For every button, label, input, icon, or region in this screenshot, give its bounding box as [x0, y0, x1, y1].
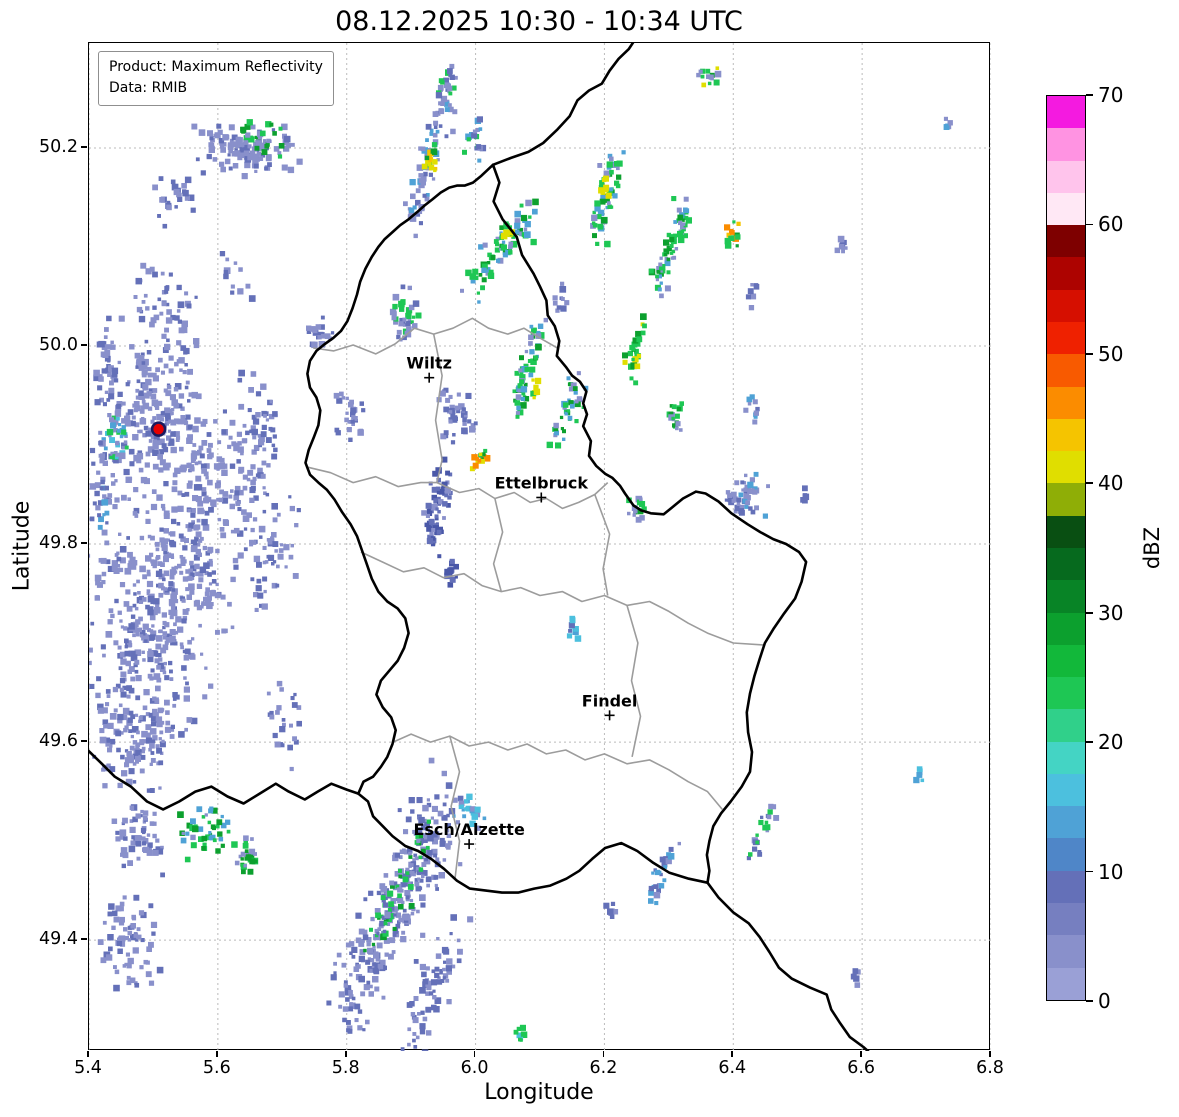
y-tick-mark [81, 938, 87, 940]
x-tick-label: 6.4 [718, 1058, 747, 1078]
city-label: Findel [582, 691, 638, 710]
colorbar-segment [1047, 967, 1085, 1000]
colorbar-tick-label: 30 [1098, 600, 1124, 625]
city-marker: Findel [582, 691, 638, 721]
city-label: Wiltz [406, 354, 452, 373]
x-axis-label: Longitude [484, 1080, 594, 1105]
colorbar-segment [1047, 773, 1085, 807]
colorbar-segment [1047, 547, 1085, 581]
x-tick-mark [87, 1051, 89, 1057]
colorbar-segment [1047, 580, 1085, 613]
city-layer: Wiltz Ettelbruck Findel Esch/Alzette [406, 354, 638, 850]
colorbar-segment [1047, 838, 1085, 871]
x-tick-mark [602, 1051, 605, 1057]
colorbar-segment [1047, 225, 1085, 258]
x-tick-label: 5.6 [202, 1058, 231, 1078]
colorbar-tick-label: 50 [1098, 341, 1124, 366]
colorbar-segment [1047, 515, 1085, 548]
product-info-line: Product: Maximum Reflectivity [109, 59, 323, 75]
colorbar-tick-mark [1086, 94, 1093, 96]
colorbar-tick-mark [1086, 223, 1093, 226]
colorbar-segment [1047, 677, 1085, 710]
y-tick-mark [81, 344, 87, 346]
colorbar-tick-mark [1086, 741, 1093, 743]
x-tick-label: 6.0 [460, 1058, 489, 1078]
y-tick-mark [81, 542, 87, 544]
x-tick-label: 5.4 [74, 1058, 102, 1078]
city-marker: Ettelbruck [495, 473, 589, 503]
grid-layer [89, 43, 991, 1051]
district-border-layer [305, 317, 765, 879]
colorbar-segment [1047, 289, 1085, 322]
colorbar-tick-label: 20 [1098, 730, 1124, 755]
x-tick-mark [344, 1051, 347, 1057]
colorbar-segment [1047, 612, 1085, 645]
plot-title: 08.12.2025 10:30 - 10:34 UTC [335, 6, 743, 37]
y-tick-label: 49.8 [39, 533, 78, 554]
radar-site-marker [150, 421, 167, 437]
data-source-line: Data: RMIB [109, 80, 188, 96]
colorbar-segment [1047, 935, 1085, 968]
colorbar-segment [1047, 741, 1085, 774]
colorbar-tick-mark [1086, 870, 1093, 873]
city-label: Esch/Alzette [413, 820, 524, 839]
radar-echo-layer [89, 63, 953, 1051]
colorbar-segment [1047, 128, 1085, 161]
colorbar-segment [1047, 483, 1085, 516]
colorbar-tick-label: 70 [1098, 83, 1124, 107]
colorbar-segment [1047, 257, 1085, 290]
y-tick-mark [81, 146, 87, 148]
map-plot-area: Wiltz Ettelbruck Findel Esch/Alzette Produc… [88, 42, 991, 1051]
x-tick-label: 6.2 [589, 1058, 618, 1078]
colorbar-segment [1047, 418, 1085, 452]
x-tick-label: 6.8 [976, 1058, 1004, 1078]
y-tick-label: 49.4 [39, 929, 78, 950]
colorbar-segment [1047, 96, 1085, 129]
colorbar-segment [1047, 192, 1085, 226]
city-marker: Wiltz [406, 354, 452, 383]
y-tick-label: 50.0 [39, 334, 78, 355]
colorbar-tick-mark [1086, 611, 1093, 614]
y-tick-label: 50.2 [39, 136, 78, 157]
y-tick-label: 49.6 [39, 731, 78, 752]
x-tick-label: 6.6 [847, 1058, 876, 1078]
colorbar-segment [1047, 644, 1085, 678]
colorbar-segment [1047, 386, 1085, 419]
colorbar-label: dBZ [1140, 526, 1164, 570]
colorbar-tick-label: 40 [1098, 471, 1124, 496]
colorbar-tick-mark [1086, 353, 1093, 355]
x-tick-mark [731, 1051, 734, 1057]
colorbar-tick-label: 60 [1098, 212, 1124, 237]
city-label: Ettelbruck [495, 473, 589, 492]
colorbar-segment [1047, 709, 1085, 742]
colorbar-segment [1047, 321, 1085, 355]
city-marker: Esch/Alzette [413, 820, 525, 850]
colorbar-tick-mark [1086, 482, 1093, 485]
x-tick-mark [473, 1051, 476, 1057]
y-axis-label: Latitude [9, 500, 35, 592]
colorbar-segment [1047, 870, 1085, 904]
colorbar-segment [1047, 903, 1085, 936]
x-tick-mark [216, 1051, 218, 1057]
y-tick-mark [81, 740, 87, 742]
radar-map-canvas: Wiltz Ettelbruck Findel Esch/Alzette [89, 43, 991, 1051]
product-info-box: Product: Maximum Reflectivity Data: RMIB [98, 51, 334, 106]
x-tick-label: 5.8 [331, 1058, 360, 1078]
colorbar-segment [1047, 354, 1085, 387]
colorbar-tick-mark [1086, 1000, 1093, 1002]
national-border-layer [89, 43, 870, 1051]
x-tick-mark [860, 1051, 862, 1057]
x-tick-mark [989, 1051, 991, 1057]
colorbar-segment [1047, 160, 1085, 193]
colorbar-segment [1047, 451, 1085, 484]
colorbar-segment [1047, 806, 1085, 839]
colorbar [1046, 95, 1086, 1001]
colorbar-tick-label: 0 [1098, 989, 1111, 1013]
colorbar-tick-label: 10 [1098, 859, 1124, 884]
